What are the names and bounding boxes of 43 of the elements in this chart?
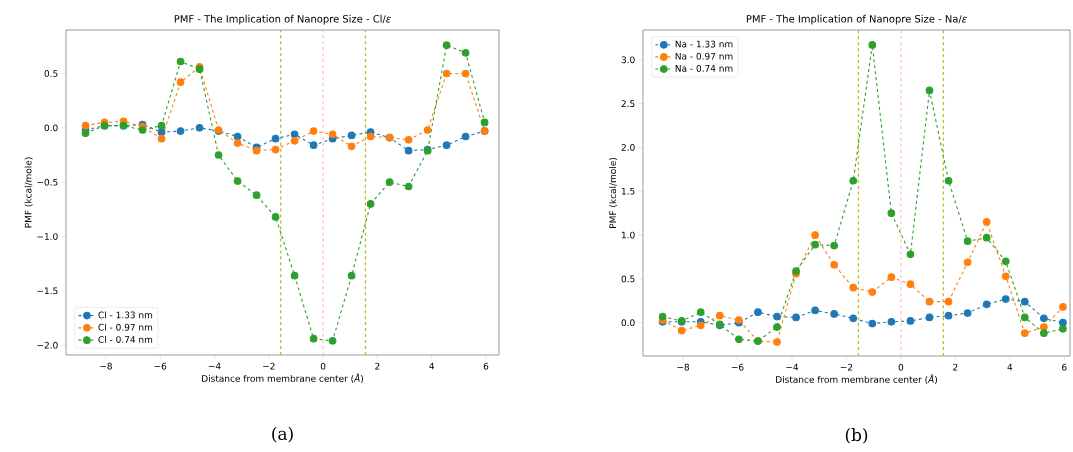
y-tick-label: 1.5 [621,187,635,195]
x-axis-title: Distance from membrane center (Å) [202,373,363,383]
text: (a) [272,426,293,443]
y-tick-label: 1.0 [621,231,635,239]
x-tick-label: −6 [731,363,744,371]
x-tick-label: 2 [375,362,380,370]
legend-label: Na - 0.74 nm [675,64,733,72]
y-axis-title: PMF (kcal/mole) [609,158,618,228]
x-axis-title: Distance from membrane center (Å) [776,374,937,384]
x-tick-label: −2 [840,363,853,371]
x-tick-label: 4 [1007,363,1013,371]
y-axis-title: PMF (kcal/mole) [24,157,33,228]
x-tick-label: 2 [953,363,958,371]
x-tick-label: 6 [1062,363,1067,371]
chart-title: PMF - The Implication of Nanopre Size - Cl/ε [174,14,391,25]
y-tick-label: 0.0 [44,124,58,132]
x-tick-label: 0 [320,362,326,370]
x-tick-label: 6 [483,362,489,370]
y-tick-label: −1.0 [37,233,58,240]
x-tick-label: −4 [208,362,221,370]
y-tick-label: 0.5 [621,275,635,283]
x-tick-label: 0 [898,363,904,371]
legend-label: Na - 0.97 nm [675,52,733,60]
y-tick-label: −2.0 [37,341,58,349]
y-tick-label: −0.5 [37,178,58,186]
chart-title: PMF - The Implication of Nanopre Size - Na/ε [746,14,967,25]
y-tick-label: 0.5 [44,70,58,77]
y-tick-label: 2.5 [621,100,635,107]
x-tick-label: −6 [154,362,167,370]
x-tick-label: −4 [786,363,799,371]
y-tick-label: 3.0 [621,56,635,64]
y-tick-label: 2.0 [621,144,635,151]
text: (b) [845,428,868,444]
legend-label: Cl - 1.33 nm [98,311,153,319]
x-tick-label: −8 [677,363,690,371]
x-tick-label: −2 [263,362,275,370]
x-tick-label: −8 [100,362,112,370]
x-tick-label: 4 [429,362,435,370]
legend-label: Na - 1.33 nm [675,40,733,48]
y-tick-label: −1.5 [37,287,58,295]
legend-label: Cl - 0.74 nm [98,336,153,343]
y-tick-label: 0.0 [621,319,635,327]
legend-label: Cl - 0.97 nm [98,323,153,331]
